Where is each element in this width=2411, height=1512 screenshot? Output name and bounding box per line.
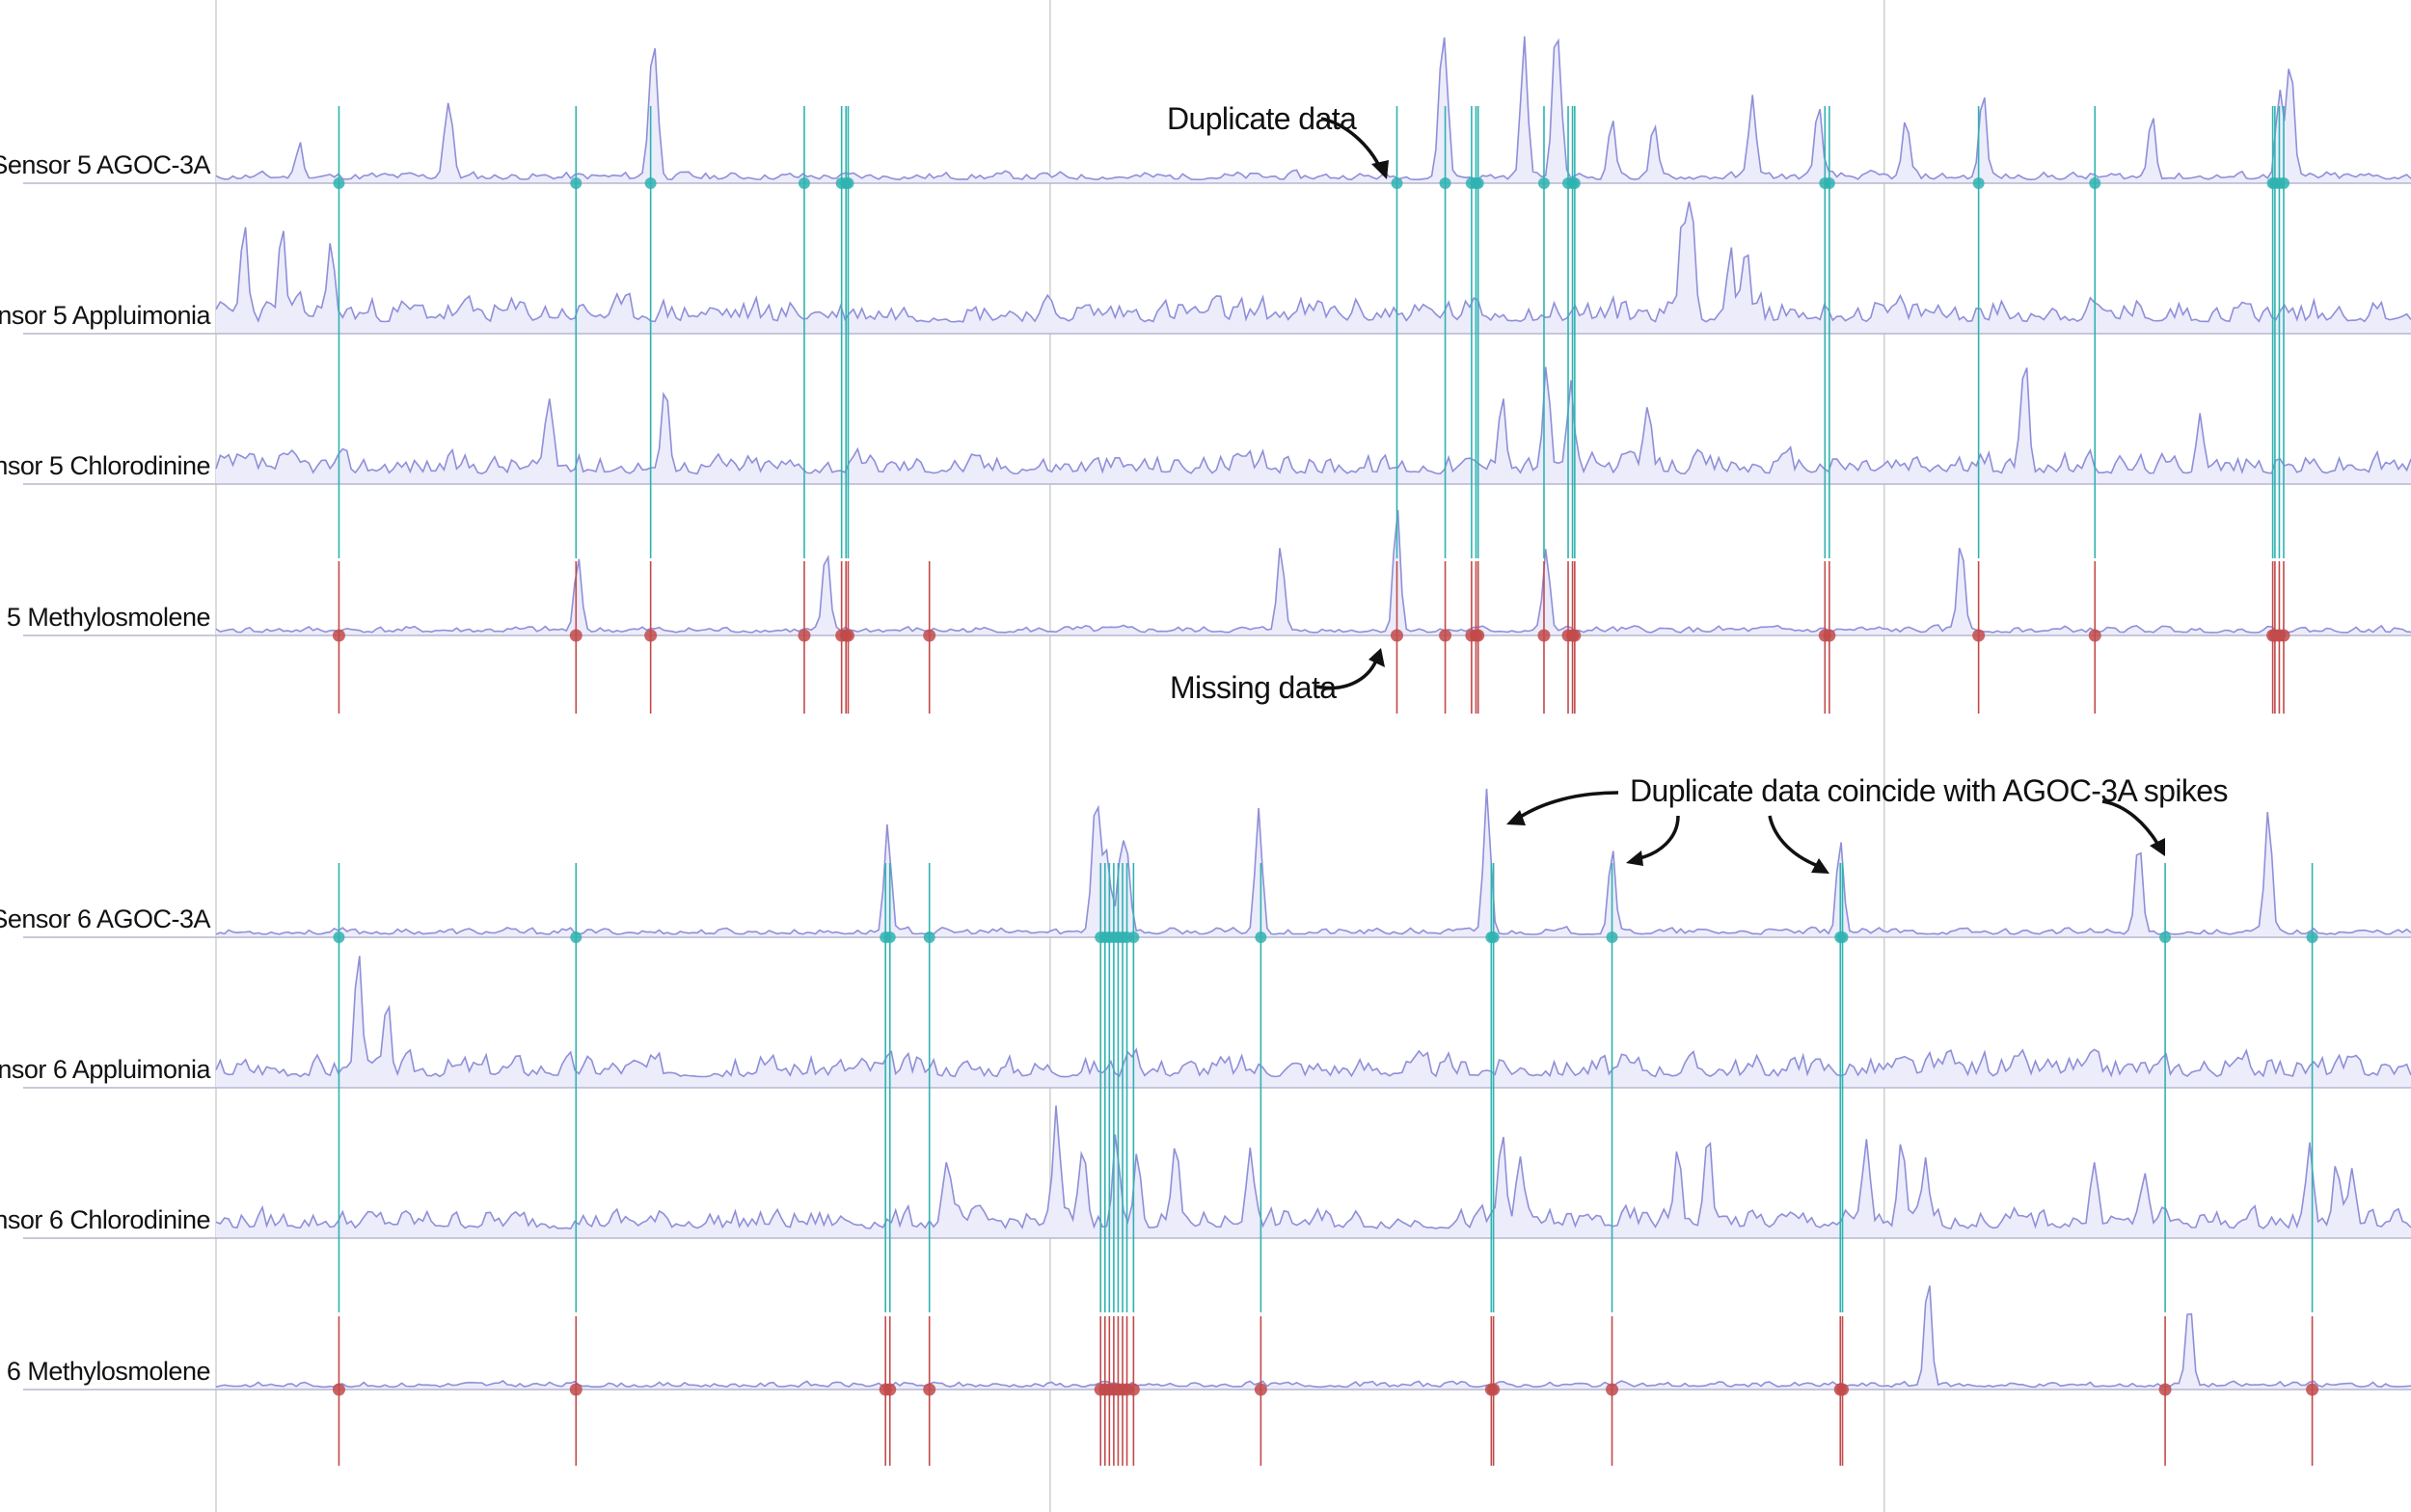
marker-dots [332,177,2319,1396]
vertical-gridlines [215,0,1885,1512]
series-line-sensor-6-appluimonia [215,956,2411,1078]
missing-marker-dot [569,1383,582,1396]
row-label-sensor-6-methylosmolene: Sensor 6 Methylosmolene [0,1357,210,1386]
missing-marker-dot [1487,1383,1501,1396]
missing-marker-dot [644,629,658,642]
duplicate-marker-dot [1606,932,1618,943]
annotation-coincide-arrow-2 [1639,815,1680,860]
series-line-sensor-6-methylosmolene [215,1285,2411,1389]
missing-marker-dot [1836,1383,1850,1396]
series-layer [23,36,2411,1390]
duplicate-marker-dot [644,177,657,189]
duplicate-marker-dot [1255,932,1267,943]
missing-marker-dot [332,1383,345,1396]
annotation-duplicate-data-arrowhead [1371,160,1389,179]
annotation-missing-data-arrowhead [1368,648,1385,667]
missing-marker-dot [1606,1383,1619,1396]
missing-marker-dot [1439,629,1452,642]
duplicate-marker-dot [1537,177,1550,189]
series-area-sensor-6-appluimonia [216,956,2411,1088]
duplicate-marker-dot [1439,177,1451,189]
annotation-duplicate-data-text: Duplicate data [1167,101,1357,136]
missing-marker-dot [2306,1383,2319,1396]
missing-marker-dot [2088,629,2101,642]
annotation-duplicate-data-arrow [1320,117,1383,171]
duplicate-marker-dot [2277,177,2289,189]
annotation-coincide-arrowhead-4 [2150,838,2165,856]
duplicate-marker-dot [798,177,810,189]
duplicate-marker-dot [1487,932,1500,943]
missing-marker-dot [2158,1383,2172,1396]
annotation-coincide-arrowhead-3 [1811,858,1829,874]
row-label-sensor-5-methylosmolene: Sensor 5 Methylosmolene [0,603,210,632]
missing-marker-dot [1254,1383,1267,1396]
duplicate-marker-dot [1568,177,1581,189]
series-line-sensor-5-methylosmolene [215,510,2411,634]
missing-marker-dot [1472,629,1485,642]
series-line-sensor-6-chlorodinine [215,1105,2411,1230]
annotation-coincide-text: Duplicate data coincide with AGOC-3A spi… [1630,773,2228,808]
duplicate-marker-dot [842,177,854,189]
duplicate-marker-dot [923,932,935,943]
series-area-sensor-6-agoc-3a [216,788,2411,937]
duplicate-marker-dot [1823,177,1835,189]
row-label-sensor-5-chlorodinine: Sensor 5 Chlorodinine [0,451,210,480]
duplicate-marker-dot [570,932,582,943]
missing-marker-dot [1537,629,1551,642]
missing-marker-dot [841,629,854,642]
duplicate-marker-dot [1836,932,1849,943]
duplicate-marker-dot [1472,177,1484,189]
annotation-coincide: Duplicate data coincide with AGOC-3A spi… [1506,773,2228,874]
row-label-sensor-5-appluimonia: Sensor 5 Appluimonia [0,301,211,330]
annotation-missing-data-arrow [1315,660,1378,690]
missing-marker-dot [569,629,582,642]
missing-marker-dot [798,629,811,642]
missing-marker-dot [332,629,345,642]
duplicate-marker-dot [1972,177,1985,189]
annotation-missing-data-text: Missing data [1170,670,1337,705]
duplicate-marker-dot [333,177,345,189]
annotation-coincide-arrow-1 [1518,791,1619,820]
missing-marker-dot [883,1383,897,1396]
series-line-sensor-5-chlorodinine [215,366,2411,475]
series-area-sensor-5-methylosmolene [216,510,2411,635]
series-area-sensor-6-chlorodinine [216,1105,2411,1238]
annotation-missing-data: Missing data [1170,648,1385,705]
series-area-sensor-5-appluimonia [216,202,2411,334]
missing-marker-dot [923,629,936,642]
row-label-sensor-5-agoc-3a: Sensor 5 AGOC-3A [0,150,210,179]
duplicate-marker-dot [570,177,582,189]
duplicate-marker-dot [2089,177,2101,189]
missing-marker-dot [2277,629,2290,642]
row-label-sensor-6-agoc-3a: Sensor 6 AGOC-3A [0,904,210,933]
duplicate-marker-dot [1127,932,1140,943]
annotation-coincide-arrow-4 [2101,799,2160,846]
duplicate-marker-dot [883,932,896,943]
series-area-sensor-5-agoc-3a [216,36,2411,184]
missing-marker-dot [1390,629,1403,642]
duplicate-marker-dot [1391,177,1403,189]
missing-marker-dot [923,1383,936,1396]
row-label-sensor-6-chlorodinine: Sensor 6 Chlorodinine [0,1205,210,1234]
missing-marker-dot [1972,629,1986,642]
duplicate-marker-dot [2159,932,2172,943]
series-line-sensor-6-agoc-3a [215,788,2411,935]
annotation-coincide-arrow-3 [1768,815,1819,868]
annotation-duplicate-data: Duplicate data [1167,101,1389,179]
series-line-sensor-5-agoc-3a [215,36,2411,181]
duplicate-marker-dot [333,932,345,943]
series-area-sensor-6-methylosmolene [216,1285,2411,1390]
missing-marker-dot [1126,1383,1140,1396]
duplicate-marker-dot [2306,932,2318,943]
row-labels: Sensor 5 AGOC-3A Sensor 5 Appluimonia Sens… [0,150,212,1386]
row-label-sensor-6-appluimonia: Sensor 6 Appluimonia [0,1055,211,1084]
missing-marker-dot [1568,629,1582,642]
series-line-sensor-5-appluimonia [215,202,2411,323]
missing-marker-dot [1823,629,1836,642]
annotation-coincide-arrowhead-2 [1626,850,1643,866]
annotation-coincide-arrowhead-1 [1506,810,1526,825]
